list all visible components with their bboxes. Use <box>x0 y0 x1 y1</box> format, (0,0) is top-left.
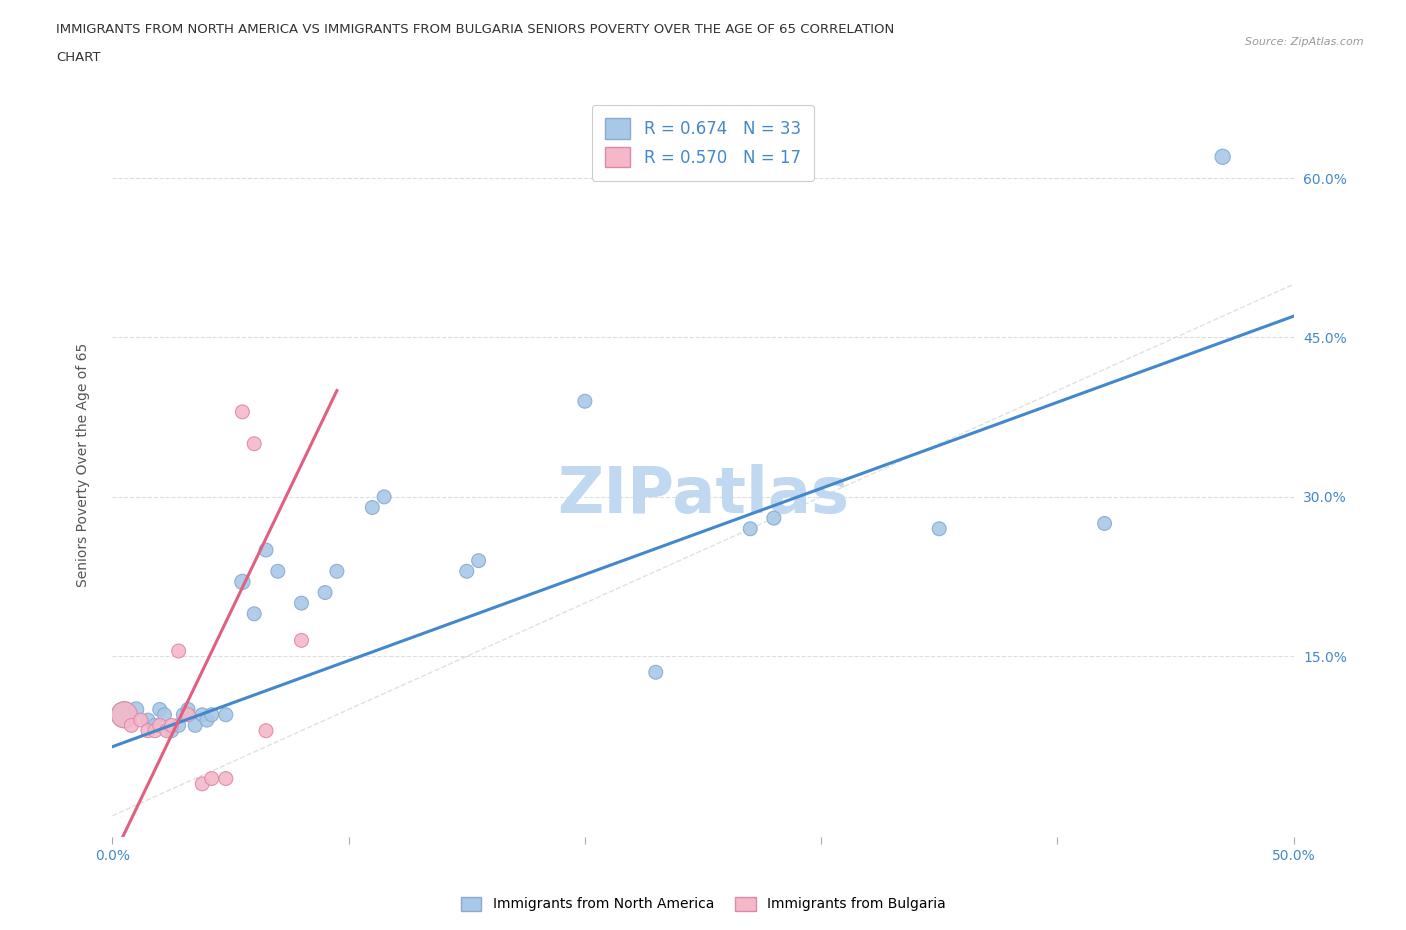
Point <box>467 553 489 568</box>
Point <box>254 724 277 738</box>
Text: ZIPatlas: ZIPatlas <box>557 464 849 525</box>
Point <box>156 724 179 738</box>
Point <box>1212 150 1234 165</box>
Point <box>361 500 384 515</box>
Point <box>184 718 207 733</box>
Point <box>373 489 395 504</box>
Text: Source: ZipAtlas.com: Source: ZipAtlas.com <box>1246 37 1364 47</box>
Point <box>160 718 183 733</box>
Y-axis label: Seniors Poverty Over the Age of 65: Seniors Poverty Over the Age of 65 <box>76 343 90 587</box>
Point <box>201 708 224 723</box>
Point <box>195 712 218 727</box>
Point <box>177 708 200 723</box>
Point <box>456 564 478 578</box>
Point <box>191 777 214 791</box>
Point <box>254 542 277 557</box>
Point <box>136 724 159 738</box>
Point <box>644 665 666 680</box>
Point <box>129 712 152 727</box>
Point <box>267 564 290 578</box>
Point <box>120 718 142 733</box>
Point <box>125 702 148 717</box>
Point <box>112 708 135 723</box>
Point <box>1094 516 1116 531</box>
Point <box>215 708 238 723</box>
Point <box>326 564 349 578</box>
Point <box>740 522 762 537</box>
Text: CHART: CHART <box>56 51 101 64</box>
Point <box>112 708 135 723</box>
Point <box>167 718 190 733</box>
Point <box>243 436 266 451</box>
Legend: R = 0.674   N = 33, R = 0.570   N = 17: R = 0.674 N = 33, R = 0.570 N = 17 <box>592 105 814 180</box>
Point <box>314 585 336 600</box>
Point <box>231 575 253 590</box>
Point <box>201 771 224 786</box>
Point <box>149 702 172 717</box>
Point <box>167 644 190 658</box>
Point <box>928 522 950 537</box>
Point <box>143 724 166 738</box>
Point <box>136 712 159 727</box>
Point <box>231 405 253 419</box>
Text: IMMIGRANTS FROM NORTH AMERICA VS IMMIGRANTS FROM BULGARIA SENIORS POVERTY OVER T: IMMIGRANTS FROM NORTH AMERICA VS IMMIGRA… <box>56 23 894 36</box>
Point <box>290 596 312 611</box>
Point <box>143 718 166 733</box>
Point <box>172 708 194 723</box>
Point <box>153 708 176 723</box>
Point <box>243 606 266 621</box>
Point <box>149 718 172 733</box>
Point <box>762 511 785 525</box>
Point <box>215 771 238 786</box>
Point <box>177 702 200 717</box>
Legend: Immigrants from North America, Immigrants from Bulgaria: Immigrants from North America, Immigrant… <box>454 890 952 919</box>
Point <box>191 708 214 723</box>
Point <box>574 393 596 408</box>
Point <box>160 724 183 738</box>
Point <box>290 633 312 648</box>
